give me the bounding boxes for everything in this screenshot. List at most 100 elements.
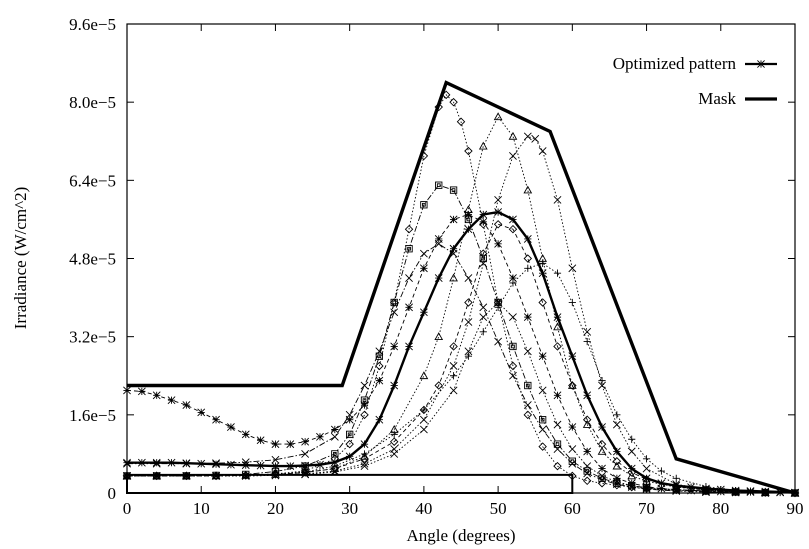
data-point-marker <box>449 273 458 282</box>
data-point-marker <box>167 458 176 467</box>
data-point-marker <box>241 461 250 470</box>
data-point-marker <box>419 425 428 434</box>
data-point-marker <box>509 215 517 224</box>
series-line <box>127 115 796 494</box>
data-point-marker <box>345 439 354 449</box>
data-point-marker <box>435 181 443 189</box>
data-point-marker <box>531 134 540 143</box>
data-point-marker <box>508 224 518 234</box>
legend-label-mask: Mask <box>698 89 736 108</box>
data-point-marker <box>553 445 562 453</box>
data-point-marker <box>434 102 443 112</box>
y-tick-label: 8.0e−5 <box>69 93 116 112</box>
data-point-marker <box>598 464 606 473</box>
data-point-marker <box>464 352 473 360</box>
data-point-marker <box>494 208 503 217</box>
data-point-marker <box>479 217 488 226</box>
data-point-marker <box>627 483 636 492</box>
data-point-marker <box>464 210 473 219</box>
series-line <box>127 262 796 494</box>
data-point-marker <box>449 186 458 194</box>
series-line <box>127 184 796 494</box>
data-point-marker <box>479 249 488 258</box>
data-point-marker <box>464 274 473 282</box>
data-point-marker <box>553 391 562 400</box>
data-point-marker <box>389 437 399 446</box>
data-point-marker <box>212 471 220 480</box>
data-point-marker <box>241 430 250 439</box>
data-point-marker <box>300 468 310 477</box>
data-point-marker <box>137 458 146 467</box>
data-point-marker <box>493 220 503 229</box>
data-point-marker <box>390 381 399 390</box>
data-point-marker <box>405 303 413 312</box>
series-mask <box>127 80 796 495</box>
data-point-marker <box>390 342 399 351</box>
y-tick-label: 6.4e−5 <box>69 171 116 190</box>
data-point-marker <box>761 487 770 496</box>
data-point-marker <box>271 462 280 471</box>
data-point-marker <box>568 352 577 361</box>
series-line <box>127 243 795 494</box>
data-point-marker <box>538 416 547 424</box>
data-point-marker <box>538 442 547 451</box>
data-point-marker <box>330 425 339 434</box>
data-point-marker <box>464 205 473 213</box>
data-point-marker <box>687 483 696 492</box>
series-pattern-5 <box>123 181 799 497</box>
data-point-marker <box>538 425 547 434</box>
data-point-marker <box>583 462 592 471</box>
data-point-marker <box>702 484 710 493</box>
data-point-marker <box>494 298 503 307</box>
data-point-marker <box>583 447 592 456</box>
data-point-marker <box>524 381 532 390</box>
plot-frame <box>126 23 796 494</box>
data-point-marker <box>627 447 636 456</box>
data-point-marker <box>494 195 503 204</box>
series-line <box>127 135 796 494</box>
data-point-marker <box>523 347 532 356</box>
data-point-marker <box>538 147 547 155</box>
y-tick-label: 9.6e−5 <box>69 15 116 34</box>
series-pattern-9 <box>123 259 799 497</box>
data-point-marker <box>612 461 622 470</box>
data-point-marker <box>241 471 250 480</box>
data-point-marker <box>538 269 547 278</box>
data-point-marker <box>182 471 191 480</box>
data-point-marker <box>331 450 339 458</box>
data-point-marker <box>360 450 369 458</box>
data-point-marker <box>553 342 562 351</box>
data-point-marker <box>226 423 235 431</box>
data-point-marker <box>612 420 621 429</box>
data-point-marker <box>508 361 518 371</box>
series-line <box>126 214 796 494</box>
data-point-marker <box>360 440 369 449</box>
data-point-marker <box>524 264 532 272</box>
data-point-marker <box>419 371 429 380</box>
series-optimized-pattern <box>123 208 799 497</box>
series-pattern-10 <box>122 220 800 498</box>
data-point-marker <box>449 215 458 224</box>
data-point-marker <box>464 225 473 234</box>
data-point-marker <box>345 452 354 461</box>
data-point-marker <box>360 396 369 404</box>
data-point-marker <box>642 464 651 473</box>
x-tick-label: 80 <box>712 499 729 518</box>
data-point-marker <box>538 352 547 361</box>
data-point-marker <box>182 401 191 409</box>
data-point-marker <box>360 401 369 409</box>
data-point-marker <box>539 259 547 267</box>
data-point-marker <box>568 459 577 468</box>
data-point-marker <box>746 487 755 495</box>
data-point-marker <box>301 461 310 470</box>
y-tick-label: 1.6e−5 <box>69 406 116 425</box>
data-point-marker <box>360 462 369 471</box>
data-point-marker <box>523 132 532 141</box>
data-point-marker <box>538 386 547 395</box>
data-point-marker <box>419 308 428 317</box>
legend: Optimized pattern Mask <box>613 54 777 108</box>
data-point-marker <box>628 435 636 443</box>
data-point-marker <box>286 440 295 449</box>
legend-label-optimized-pattern: Optimized pattern <box>613 54 737 73</box>
data-point-marker <box>523 185 533 194</box>
